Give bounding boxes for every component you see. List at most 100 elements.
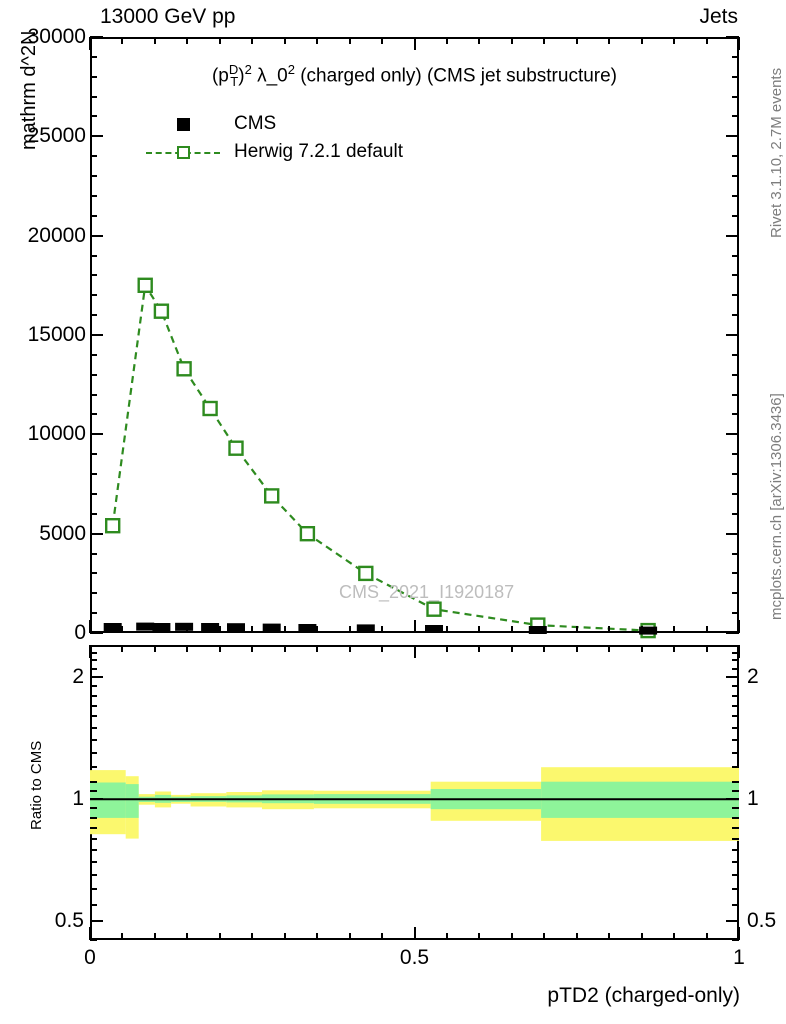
x-tick-minor-ratio-top xyxy=(575,645,578,652)
ratio-y-tick-minor xyxy=(90,939,97,941)
plot-title-lambda: λ_0 xyxy=(257,65,288,87)
y-tick-major xyxy=(90,532,103,535)
y-tick-minor xyxy=(90,473,97,476)
ratio-y-tick-minor-right xyxy=(732,903,739,906)
ratio-y-tick-minor xyxy=(90,726,97,729)
ratio-y-tick-minor-right xyxy=(732,651,739,654)
x-tick-minor-main-top xyxy=(381,37,384,44)
y-tick-minor xyxy=(90,552,97,555)
y-tick-minor-right xyxy=(732,552,739,555)
x-tick-minor-main xyxy=(283,626,286,633)
y-tick-label-main: 5000 xyxy=(39,521,86,545)
x-tick-minor-ratio-top xyxy=(218,645,221,652)
x-tick-minor-ratio-top xyxy=(251,645,254,652)
ratio-y-tick-minor xyxy=(90,807,97,810)
y-tick-minor xyxy=(90,214,97,217)
x-tick-minor-main xyxy=(543,626,546,633)
ratio-y-tick-minor-right xyxy=(732,826,739,829)
x-tick-minor-main-top xyxy=(445,37,448,44)
y-tick-minor-right xyxy=(732,572,739,575)
y-tick-label-ratio: 2 xyxy=(72,665,84,689)
x-tick-minor-ratio xyxy=(478,933,481,940)
x-tick-minor-main-top xyxy=(186,37,189,44)
ratio-y-tick-minor-right xyxy=(732,848,739,851)
ratio-y-tick-minor xyxy=(90,738,97,741)
x-tick-minor-ratio xyxy=(186,933,189,940)
y-tick-label-ratio-right: 1 xyxy=(747,787,759,811)
ratio-y-tick-minor xyxy=(90,704,97,707)
y-tick-major-right xyxy=(726,36,739,38)
cms-marker xyxy=(356,624,375,633)
y-tick-minor xyxy=(90,592,97,595)
y-tick-major-right xyxy=(726,632,739,634)
x-tick-minor-main-top xyxy=(478,37,481,44)
y-tick-minor xyxy=(90,492,97,495)
y-tick-minor xyxy=(90,373,97,376)
legend-item-herwig[interactable]: Herwig 7.2.1 default xyxy=(140,138,403,166)
x-tick-minor-ratio xyxy=(640,933,643,940)
y-tick-major xyxy=(90,234,103,237)
y-tick-major xyxy=(90,135,103,138)
x-tick-major-main xyxy=(738,620,740,633)
ratio-y-tick-minor-right xyxy=(732,816,739,819)
ratio-y-tick-minor-right xyxy=(732,685,739,688)
ratio-y-tick-minor xyxy=(90,781,97,784)
ratio-y-tick-minor xyxy=(90,903,97,906)
ratio-y-tick-minor xyxy=(90,888,97,891)
x-tick-major-ratio-top xyxy=(738,645,740,658)
ratio-y-tick-minor xyxy=(90,837,97,840)
x-tick-minor-main xyxy=(381,626,384,633)
ratio-y-tick-minor-right xyxy=(732,789,739,792)
x-tick-minor-ratio-top xyxy=(543,645,546,652)
ratio-y-tick-minor-right xyxy=(732,738,739,741)
x-tick-minor-ratio-top xyxy=(478,645,481,652)
x-tick-minor-main-top xyxy=(316,37,319,44)
x-tick-minor-main-top xyxy=(640,37,643,44)
x-tick-minor-main xyxy=(316,626,319,633)
header-right: Jets xyxy=(699,5,738,28)
x-tick-minor-ratio xyxy=(510,933,513,940)
x-tick-minor-main xyxy=(153,626,156,633)
x-tick-minor-ratio-top xyxy=(640,645,643,652)
y-tick-minor-right xyxy=(732,155,739,158)
y-tick-minor-right xyxy=(732,75,739,78)
x-tick-minor-main-top xyxy=(348,37,351,44)
x-tick-minor-ratio xyxy=(348,933,351,940)
y-tick-minor-right xyxy=(732,175,739,178)
legend-item-cms[interactable]: CMS xyxy=(140,110,403,138)
x-tick-minor-ratio xyxy=(381,933,384,940)
x-tick-major-main-top xyxy=(413,37,416,50)
side-note-mcplots: mcplots.cern.ch [arXiv:1306.3436] xyxy=(768,393,785,620)
x-tick-minor-main xyxy=(673,626,676,633)
herwig-marker xyxy=(104,518,121,534)
y-tick-minor xyxy=(90,453,97,456)
x-tick-minor-ratio-top xyxy=(381,645,384,652)
x-tick-minor-ratio xyxy=(153,933,156,940)
y-tick-major-right xyxy=(726,135,739,138)
y-tick-label-ratio: 0.5 xyxy=(54,909,84,933)
y-tick-minor-right xyxy=(732,294,739,297)
y-tick-label-main: 15000 xyxy=(27,323,86,346)
y-tick-minor xyxy=(90,175,97,178)
y-tick-minor xyxy=(90,512,97,515)
ratio-y-tick-minor xyxy=(90,826,97,829)
y-tick-minor xyxy=(90,413,97,416)
x-tick-major-ratio-top xyxy=(413,645,416,658)
main-plot-canvas xyxy=(103,277,658,639)
cms-marker xyxy=(639,626,658,635)
x-tick-minor-ratio xyxy=(608,933,611,940)
y-tick-minor xyxy=(90,55,97,58)
dataset-watermark: CMS_2021_I1920187 xyxy=(339,582,515,602)
x-tick-minor-ratio xyxy=(543,933,546,940)
cms-marker xyxy=(298,624,317,632)
x-tick-minor-main-top xyxy=(673,37,676,44)
legend-key-herwig xyxy=(140,145,226,159)
y-tick-minor-right xyxy=(732,373,739,376)
ratio-y-tick-minor xyxy=(90,861,97,864)
x-tick-major-main-top xyxy=(738,37,740,50)
ratio-y-tick-minor-right xyxy=(732,807,739,810)
herwig-marker xyxy=(299,526,316,542)
plot-title-p: (p xyxy=(211,65,229,87)
herwig-marker xyxy=(176,361,192,377)
ratio-y-tick-minor xyxy=(90,789,97,792)
